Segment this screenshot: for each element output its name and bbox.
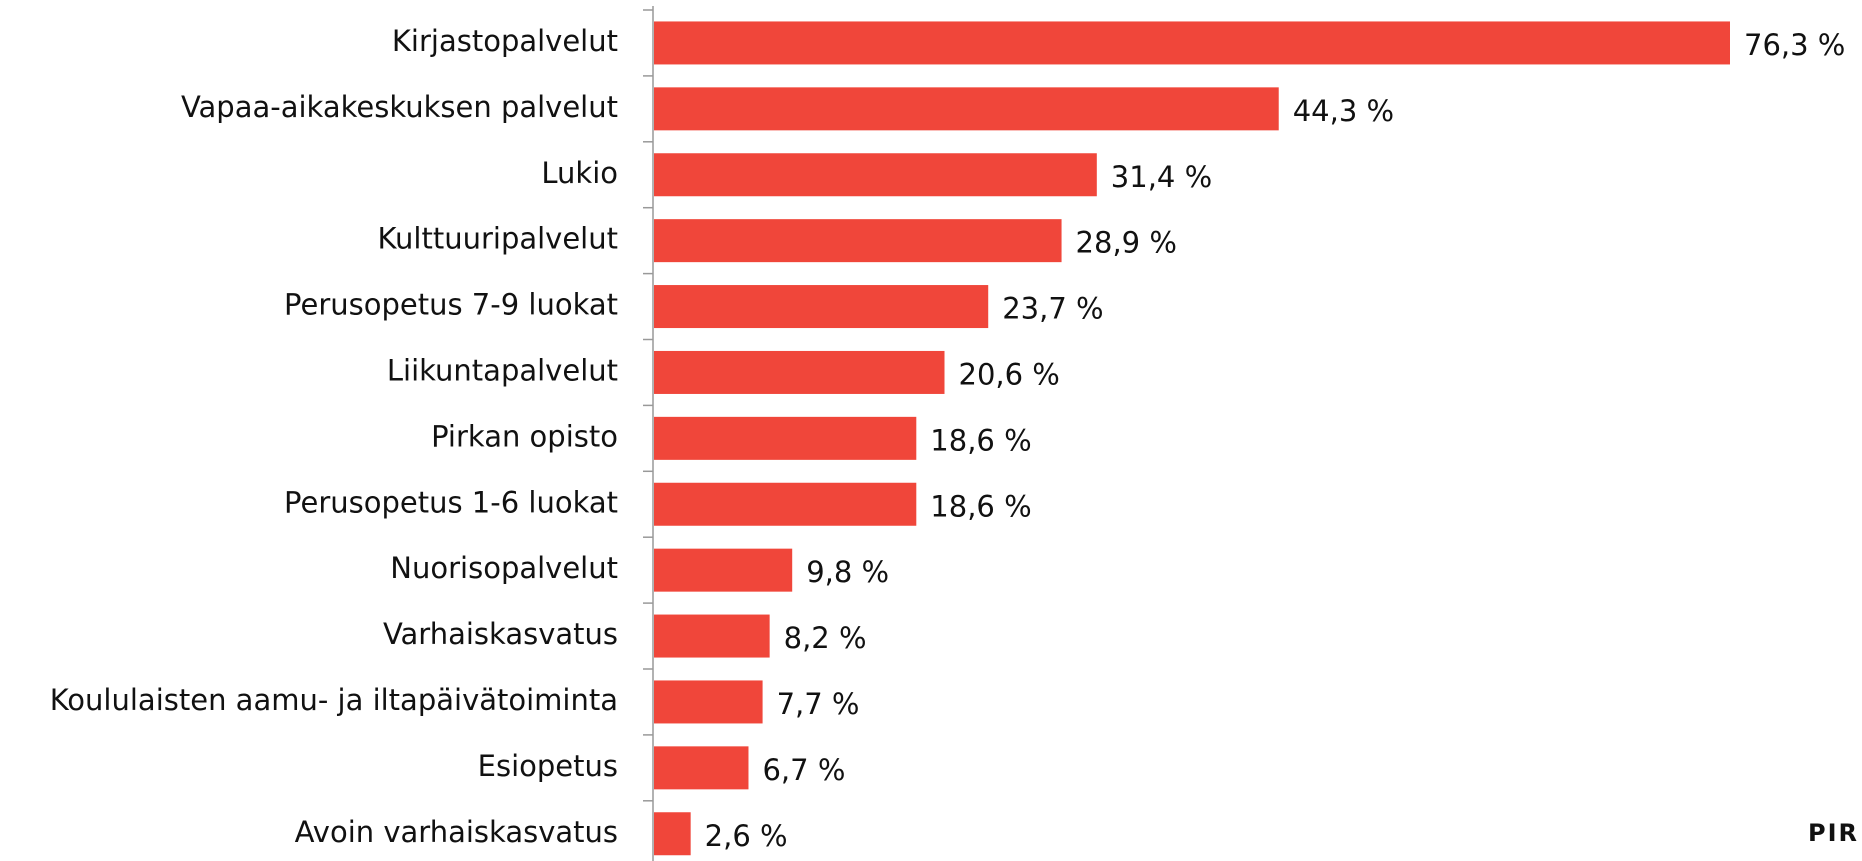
bar bbox=[654, 87, 1279, 131]
bar bbox=[654, 153, 1097, 197]
value-label: 76,3 % bbox=[1744, 28, 1845, 62]
category-label: Koululaisten aamu- ja iltapäivätoiminta bbox=[50, 683, 618, 717]
value-label: 6,7 % bbox=[762, 753, 845, 787]
bar bbox=[654, 285, 989, 329]
bar bbox=[654, 482, 917, 526]
category-label: Liikuntapalvelut bbox=[387, 353, 618, 387]
bar bbox=[654, 350, 945, 394]
value-label: 18,6 % bbox=[930, 423, 1031, 457]
bar bbox=[654, 219, 1062, 263]
category-label: Kulttuuripalvelut bbox=[377, 222, 618, 256]
value-label: 8,2 % bbox=[784, 621, 867, 655]
category-label: Avoin varhaiskasvatus bbox=[295, 815, 618, 849]
bar bbox=[654, 614, 770, 658]
logo: PIR bbox=[1808, 819, 1859, 847]
value-label: 28,9 % bbox=[1076, 226, 1177, 260]
value-label: 20,6 % bbox=[959, 357, 1060, 391]
category-label: Pirkan opisto bbox=[431, 419, 618, 453]
bar bbox=[654, 416, 917, 460]
value-label: 44,3 % bbox=[1293, 94, 1394, 128]
bar bbox=[654, 812, 691, 856]
value-label: 2,6 % bbox=[705, 819, 788, 853]
category-label: Varhaiskasvatus bbox=[383, 617, 618, 651]
category-label: Kirjastopalvelut bbox=[392, 24, 618, 58]
category-label: Esiopetus bbox=[478, 749, 618, 783]
category-label: Nuorisopalvelut bbox=[390, 551, 618, 585]
category-label: Vapaa-aikakeskuksen palvelut bbox=[181, 90, 618, 124]
value-label: 7,7 % bbox=[777, 687, 860, 721]
value-label: 23,7 % bbox=[1002, 292, 1103, 326]
value-label: 9,8 % bbox=[806, 555, 889, 589]
category-label: Lukio bbox=[541, 156, 618, 190]
category-label: Perusopetus 1-6 luokat bbox=[284, 485, 618, 519]
bar bbox=[654, 548, 793, 592]
bar bbox=[654, 746, 749, 790]
value-label: 31,4 % bbox=[1111, 160, 1212, 194]
value-label: 18,6 % bbox=[930, 489, 1031, 523]
category-label: Perusopetus 7-9 luokat bbox=[284, 288, 618, 322]
bar bbox=[654, 680, 763, 724]
bar bbox=[654, 21, 1730, 65]
